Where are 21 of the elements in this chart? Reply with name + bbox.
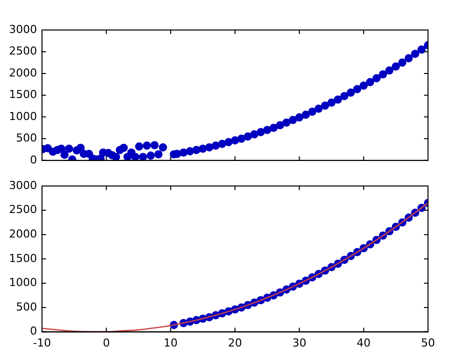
y-tick-label: 1500 xyxy=(8,88,37,102)
y-tick-label: 2500 xyxy=(8,203,37,216)
y-tick-label: 3000 xyxy=(8,178,37,192)
y-tick-label: 1500 xyxy=(8,252,37,265)
y-tick-label: 0 xyxy=(30,324,37,338)
x-tick-label: 20 xyxy=(228,336,242,350)
x-tick-label: 40 xyxy=(356,336,371,350)
x-tick-label: 30 xyxy=(292,336,306,350)
y-tick-label: 500 xyxy=(16,300,37,314)
y-tick-label: 2000 xyxy=(8,66,37,80)
y-tick-label: 3000 xyxy=(8,22,37,36)
y-tick-label: 2000 xyxy=(8,227,37,240)
y-tick-label: 0 xyxy=(30,153,37,166)
x-tick-label: 10 xyxy=(164,336,178,350)
y-tick-label: 1000 xyxy=(8,276,37,290)
x-tick-label: 0 xyxy=(102,336,110,350)
y-tick-label: 500 xyxy=(16,132,37,145)
x-tick-label: 50 xyxy=(421,336,435,350)
y-tick-label: 1000 xyxy=(8,110,37,123)
x-tick-label: -10 xyxy=(33,336,51,350)
y-tick-label: 2500 xyxy=(8,44,37,58)
